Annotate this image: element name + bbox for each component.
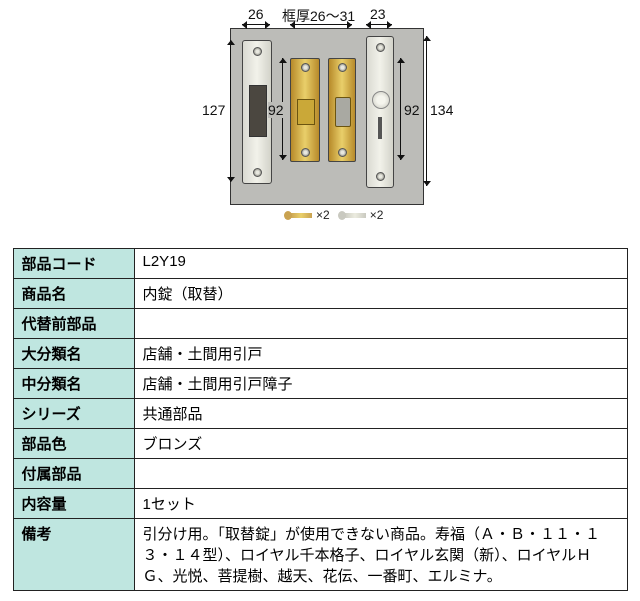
screw-hole-icon [253,47,262,56]
screw-hole-icon [338,148,347,157]
dim-h92a: 92 [268,102,284,118]
dim-line-top-left [242,24,270,25]
screw-hole-icon [301,63,310,72]
row-part-code: 部品コード L2Y19 [13,249,627,279]
header-replaced-part: 代替前部品 [13,309,134,339]
value-product-name: 内錠（取替） [134,279,627,309]
dim-top-left: 26 [248,6,264,22]
screw-hole-icon [376,43,385,52]
header-series: シリーズ [13,399,134,429]
header-part-color: 部品色 [13,429,134,459]
value-replaced-part [134,309,627,339]
screw-silver-icon [344,213,366,218]
screw-hole-icon [376,172,385,181]
dim-line-frame [290,24,352,25]
row-product-name: 商品名 内錠（取替） [13,279,627,309]
screw-hole-icon [253,168,262,177]
receiver-opening [335,97,351,127]
value-included-parts [134,459,627,489]
slot-opening [249,85,267,137]
screw-gold-icon [290,213,312,218]
value-part-color: ブロンズ [134,429,627,459]
dim-h134: 134 [430,102,453,118]
value-remarks: 引分け用。「取替錠」が使用できない商品。寿福（Ａ・Ｂ・１１・１３・１４型）、ロイ… [134,519,627,591]
row-part-color: 部品色 ブロンズ [13,429,627,459]
header-remarks: 備考 [13,519,134,591]
value-part-code: L2Y19 [134,249,627,279]
value-series: 共通部品 [134,399,627,429]
row-mid-category: 中分類名 店舗・土間用引戸障子 [13,369,627,399]
row-series: シリーズ 共通部品 [13,399,627,429]
screw-gold-qty: ×2 [316,208,330,222]
lock-plate-receiver [328,58,356,162]
spec-table: 部品コード L2Y19 商品名 内錠（取替） 代替前部品 大分類名 店舗・土間用… [13,248,628,591]
row-remarks: 備考 引分け用。「取替錠」が使用できない商品。寿福（Ａ・Ｂ・１１・１３・１４型）… [13,519,627,591]
screw-hole-icon [301,148,310,157]
screws-row: ×2 ×2 [290,206,410,224]
value-quantity: 1セット [134,489,627,519]
screw-hole-icon [338,63,347,72]
hook-latch [297,99,315,125]
row-major-category: 大分類名 店舗・土間用引戸 [13,339,627,369]
screw-silver-qty: ×2 [370,208,384,222]
dim-h92b: 92 [404,102,420,118]
header-part-code: 部品コード [13,249,134,279]
dim-line-top-right [366,24,392,25]
keyhole [372,91,390,109]
header-major-category: 大分類名 [13,339,134,369]
dim-h127: 127 [202,102,225,118]
dim-line-h127 [230,40,231,182]
row-included-parts: 付属部品 [13,459,627,489]
header-quantity: 内容量 [13,489,134,519]
header-product-name: 商品名 [13,279,134,309]
lock-plate-hook [290,58,320,162]
header-included-parts: 付属部品 [13,459,134,489]
dim-line-h92b [400,58,401,160]
row-quantity: 内容量 1セット [13,489,627,519]
dim-line-h134 [426,36,427,186]
dim-top-right: 23 [370,6,386,22]
dimension-diagram: 26 框厚26～31 23 127 [190,10,450,230]
key-slit [378,117,382,139]
diagram-area: 26 框厚26～31 23 127 [10,10,630,230]
escutcheon-plate-right [366,36,394,188]
row-replaced-part: 代替前部品 [13,309,627,339]
value-mid-category: 店舗・土間用引戸障子 [134,369,627,399]
value-major-category: 店舗・土間用引戸 [134,339,627,369]
header-mid-category: 中分類名 [13,369,134,399]
